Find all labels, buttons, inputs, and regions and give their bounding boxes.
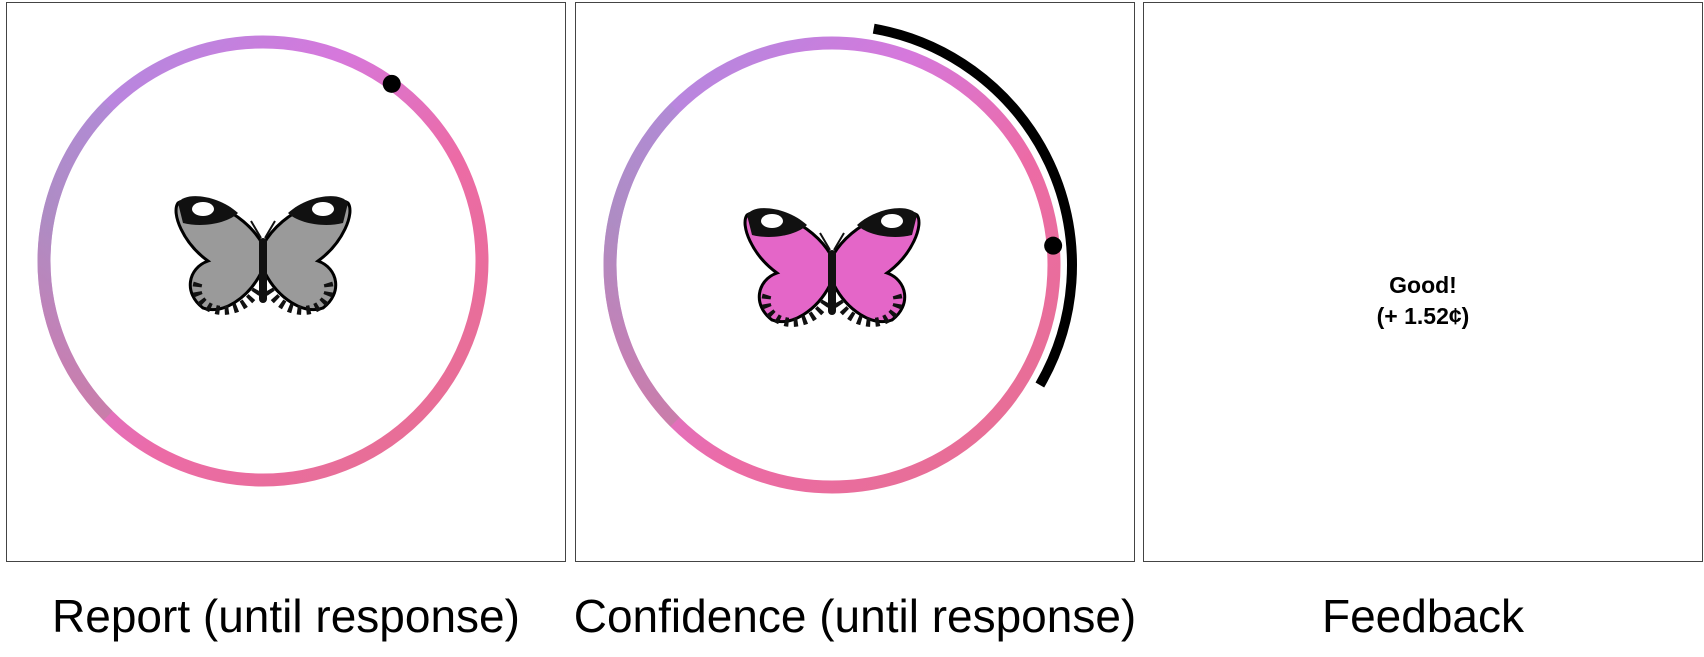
- confidence-panel: [575, 2, 1135, 562]
- feedback-message: Good!: [1389, 272, 1457, 298]
- confidence-arc[interactable]: [872, 23, 1077, 388]
- report-panel: [6, 2, 566, 562]
- confidence-caption: Confidence (until response): [573, 590, 1137, 642]
- response-marker-icon[interactable]: [1044, 236, 1063, 255]
- report-stimulus: [37, 35, 489, 487]
- response-marker-icon[interactable]: [382, 74, 401, 93]
- feedback-panel: Good! (+ 1.52¢): [1143, 2, 1703, 562]
- feedback-caption: Feedback: [1321, 590, 1524, 642]
- confidence-stimulus: [603, 23, 1077, 494]
- feedback-reward: (+ 1.52¢): [1376, 303, 1470, 329]
- butterfly-icon: [174, 196, 352, 315]
- butterfly-icon: [743, 208, 921, 327]
- report-caption: Report (until response): [52, 590, 520, 642]
